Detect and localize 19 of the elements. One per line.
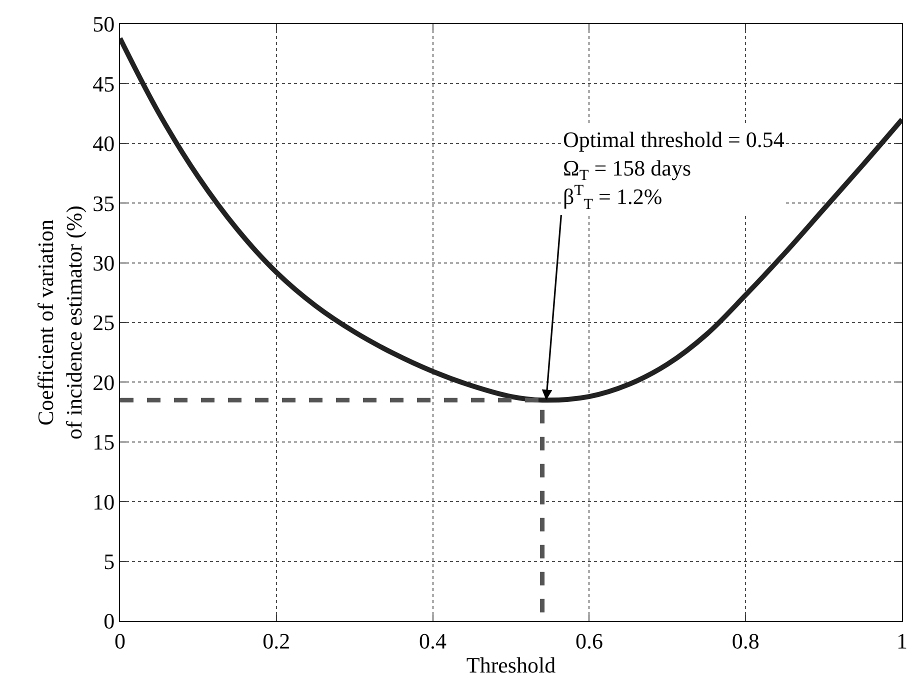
x-axis-title: Threshold: [466, 652, 556, 678]
y-tick-label: 5: [104, 549, 115, 574]
y-tick-label: 30: [92, 250, 115, 276]
y-tick-label: 20: [92, 370, 115, 395]
annotation: Optimal threshold = 0.54 Ω$_{T}$ = 158 days β$^{T}$$_{T}$ = 1.2%: [563, 127, 784, 213]
x-tick-label: 0.2: [262, 628, 290, 654]
y-tick-label: 0: [104, 608, 115, 634]
y-tick-label: 10: [92, 489, 115, 514]
y-axis-title: Coefficient of variation of incidence estimator (%): [32, 206, 86, 440]
y-tick-label: 15: [92, 430, 115, 455]
x-tick-label: 0.6: [575, 628, 603, 654]
y-tick-label: 35: [92, 190, 115, 216]
y-tick-label: 45: [92, 71, 115, 96]
y-tick-label: 50: [92, 12, 115, 37]
y-tick-label: 25: [92, 310, 115, 336]
y-tick-label: 40: [92, 131, 115, 156]
x-tick-label: 1: [896, 628, 908, 654]
x-tick-label: 0.4: [419, 628, 447, 654]
x-tick-label: 0.8: [732, 628, 760, 654]
